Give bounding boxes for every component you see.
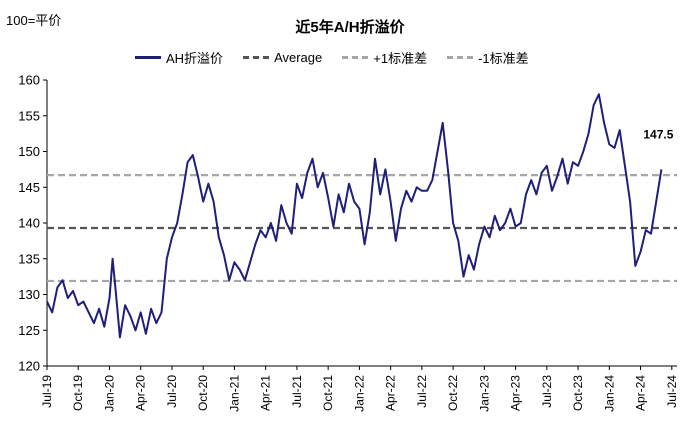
y-tick-label: 160 xyxy=(18,73,40,88)
legend-swatch-plus-sd xyxy=(342,56,369,59)
x-tick-label: Jul-21 xyxy=(290,375,304,408)
y-tick-label: 145 xyxy=(18,180,40,195)
x-tick-label: Jul-23 xyxy=(540,375,554,408)
y-tick-label: 135 xyxy=(18,251,40,266)
x-tick-label: Apr-23 xyxy=(509,375,523,411)
legend-item-minus-sd: -1标准差 xyxy=(447,48,529,67)
legend-label-minus-sd: -1标准差 xyxy=(478,51,529,66)
x-tick-label: Apr-24 xyxy=(634,375,648,411)
legend-item-average: Average xyxy=(243,50,322,65)
x-tick-label: Jan-23 xyxy=(477,375,491,412)
x-tick-label: Jan-22 xyxy=(352,375,366,412)
y-tick-label: 150 xyxy=(18,144,40,159)
last-value-label: 147.5 xyxy=(643,127,673,141)
x-tick-label: Oct-22 xyxy=(446,375,460,411)
legend-label-plus-sd: +1标准差 xyxy=(373,51,428,66)
legend: AH折溢价 Average +1标准差 -1标准差 xyxy=(135,48,529,67)
x-tick-label: Jan-21 xyxy=(227,375,241,412)
y-tick-label: 140 xyxy=(18,216,40,231)
x-tick-label: Oct-21 xyxy=(321,375,335,411)
x-tick-label: Jul-22 xyxy=(415,375,429,408)
y-tick-label: 120 xyxy=(18,359,40,374)
legend-swatch-average xyxy=(243,56,270,59)
legend-label-ah: AH折溢价 xyxy=(166,51,224,66)
legend-item-plus-sd: +1标准差 xyxy=(342,48,427,67)
x-tick-label: Oct-19 xyxy=(71,375,85,411)
x-tick-label: Jan-20 xyxy=(102,375,116,412)
chart-title: 近5年A/H折溢价 xyxy=(295,19,405,36)
legend-swatch-ah xyxy=(135,56,161,59)
x-tick-label: Apr-22 xyxy=(384,375,398,411)
x-tick-label: Oct-20 xyxy=(196,375,210,411)
y-tick-label: 125 xyxy=(18,323,40,338)
x-tick-label: Jul-24 xyxy=(665,375,679,408)
legend-item-ah: AH折溢价 xyxy=(135,48,223,67)
x-tick-label: Jul-20 xyxy=(165,375,179,408)
x-tick-label: Jul-19 xyxy=(40,375,54,408)
series-line-ah xyxy=(46,93,663,339)
y-unit-label: 100=平价 xyxy=(6,13,62,28)
y-tick-label: 130 xyxy=(18,287,40,302)
x-tick-label: Oct-23 xyxy=(571,375,585,411)
y-tick-label: 155 xyxy=(18,108,40,123)
legend-label-average: Average xyxy=(274,50,323,65)
x-tick-label: Apr-21 xyxy=(259,375,273,411)
x-tick-label: Apr-20 xyxy=(134,375,148,411)
x-tick-label: Jan-24 xyxy=(602,375,616,412)
legend-swatch-minus-sd xyxy=(447,56,474,59)
